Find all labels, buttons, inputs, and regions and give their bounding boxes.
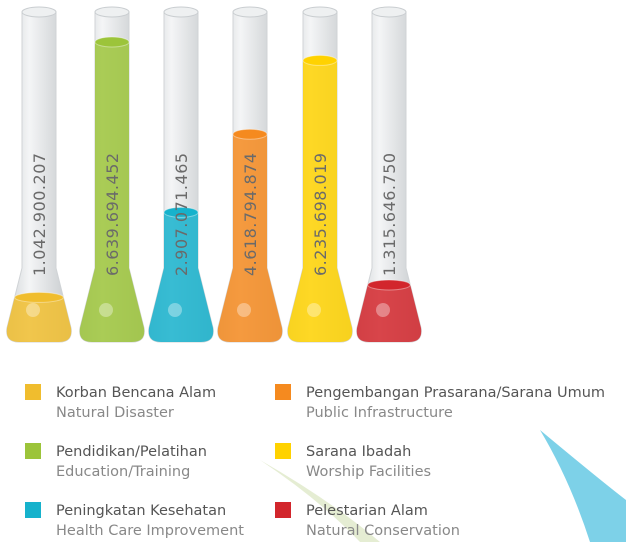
liquid-surface xyxy=(94,36,130,48)
legend-swatch xyxy=(275,443,291,459)
liquid-surface xyxy=(367,279,411,291)
value-label: 6.235.698.019 xyxy=(311,152,330,276)
decor xyxy=(260,460,380,542)
value-label: 1.042.900.207 xyxy=(30,152,49,276)
legend-swatch xyxy=(275,384,291,400)
legend-name-en: Natural Conservation xyxy=(306,523,460,539)
value-label: 4.618.794.874 xyxy=(241,152,260,276)
legend-name-en: Public Infrastructure xyxy=(306,405,453,421)
bubble xyxy=(237,303,251,317)
legend-name: Peningkatan Kesehatan xyxy=(56,503,226,519)
legend-swatch xyxy=(25,384,41,400)
legend-name: Pelestarian Alam xyxy=(306,503,428,519)
legend-swatch xyxy=(275,502,291,518)
liquid-surface xyxy=(14,291,64,303)
legend-name-en: Education/Training xyxy=(56,464,190,480)
value-label: 6.639.694.452 xyxy=(103,152,122,276)
tube-rim xyxy=(94,6,130,18)
legend-name: Sarana Ibadah xyxy=(306,444,411,460)
decor xyxy=(540,430,626,542)
bubble xyxy=(376,303,390,317)
legend-name: Pengembangan Prasarana/Sarana Umum xyxy=(306,385,605,401)
liquid-group xyxy=(356,284,422,342)
value-label: 1.315.646.750 xyxy=(380,152,399,276)
legend-name: Korban Bencana Alam xyxy=(56,385,216,401)
liquid xyxy=(356,284,422,342)
legend-name: Pendidikan/Pelatihan xyxy=(56,444,207,460)
liquid-surface xyxy=(302,54,338,66)
value-label: 2.907.071.465 xyxy=(172,152,191,276)
bubble xyxy=(99,303,113,317)
bubble xyxy=(168,303,182,317)
liquid-surface xyxy=(232,128,268,140)
liquid-surface xyxy=(163,206,199,218)
legend-name-en: Natural Disaster xyxy=(56,405,174,421)
legend-swatch xyxy=(25,502,41,518)
tube-rim xyxy=(371,6,407,18)
tube-rim xyxy=(21,6,57,18)
legend-name-en: Worship Facilities xyxy=(306,464,431,480)
tube-rim xyxy=(163,6,199,18)
bubble xyxy=(307,303,321,317)
liquid xyxy=(6,297,72,342)
legend-name-en: Health Care Improvement xyxy=(56,523,244,539)
bubble xyxy=(26,303,40,317)
liquid-group xyxy=(6,297,72,342)
legend-swatch xyxy=(25,443,41,459)
tube-rim xyxy=(302,6,338,18)
tube-rim xyxy=(232,6,268,18)
